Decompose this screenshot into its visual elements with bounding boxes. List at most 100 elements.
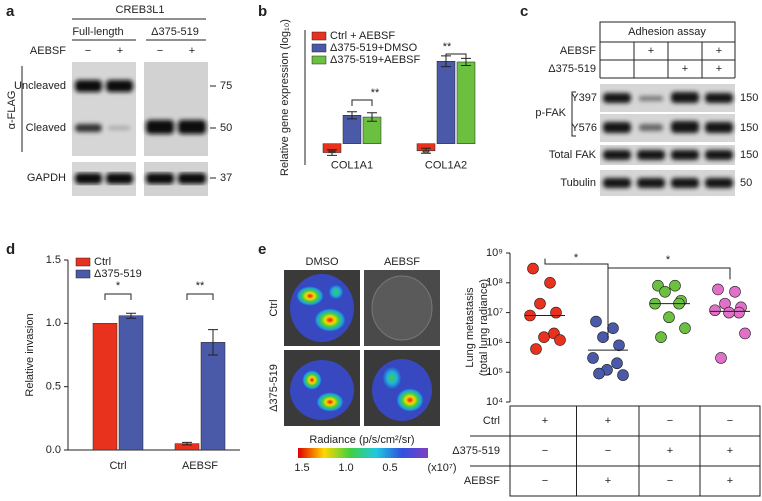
lung-signal — [290, 360, 354, 420]
condition-sign: + — [727, 475, 733, 487]
point — [733, 306, 745, 319]
band-label: Cleaved — [26, 122, 66, 134]
annotation: * — [574, 252, 579, 264]
bands — [75, 80, 206, 134]
error-bar — [367, 112, 377, 122]
condition-sign: − — [542, 475, 548, 487]
annotation: ** — [443, 41, 452, 53]
legend-swatch — [75, 257, 91, 267]
panel-a: CREB3L1 Full-length Δ375-519 AEBSF − + −… — [6, 4, 232, 196]
x-tick-label: AEBSF — [182, 460, 218, 472]
y-tick-label: 10⁵ — [486, 366, 503, 378]
point — [544, 276, 556, 289]
significance-bracket — [607, 267, 731, 340]
panel-label: d — [6, 241, 15, 258]
row-label: Δ375-519 — [452, 445, 500, 457]
y-axis-label: (total lung radiance) — [478, 279, 490, 376]
group-label: Δ375-519 — [151, 26, 199, 38]
legend-swatch — [75, 269, 91, 279]
point — [617, 369, 629, 381]
bar — [456, 61, 476, 144]
y-tick-label: 10⁶ — [486, 336, 503, 348]
point — [729, 285, 741, 298]
point — [655, 331, 667, 343]
panel-label: c — [520, 3, 528, 20]
marker-label: 50 — [740, 177, 752, 189]
y-tick-label: 10⁴ — [486, 396, 503, 408]
y-axis-label: Lung metastasis — [464, 287, 476, 368]
condition-sign: + — [605, 475, 611, 487]
point — [607, 322, 619, 334]
lane-sign: + — [189, 45, 195, 57]
point — [709, 304, 721, 317]
lung-signal — [290, 274, 354, 342]
lung-signal — [314, 308, 346, 332]
condition-sign: − — [667, 415, 673, 427]
band-label: Y397 — [571, 92, 597, 104]
x-tick-label: COL1A1 — [331, 160, 373, 172]
marker-label: 150 — [740, 92, 758, 104]
y-tick-label: 10⁸ — [486, 277, 503, 289]
colorbar-unit: (x10⁷) — [427, 462, 456, 474]
y-axis-label: Relative invasion — [24, 313, 36, 396]
band-label: Y576 — [571, 122, 597, 134]
bracket — [571, 91, 576, 137]
point — [663, 311, 675, 324]
point — [739, 327, 751, 340]
condition-table — [509, 405, 761, 497]
colorbar — [298, 448, 428, 458]
y-tick-label: 0.0 — [46, 444, 61, 456]
point — [530, 343, 542, 355]
condition-sign: + — [727, 445, 733, 457]
blot-title: Adhesion assay — [628, 26, 706, 38]
point — [550, 306, 562, 319]
marker-label: 150 — [740, 149, 758, 161]
lane-sign: − — [157, 45, 163, 57]
point — [712, 283, 724, 296]
panel-label: a — [6, 3, 15, 20]
blot — [600, 145, 735, 165]
band-label: GAPDH — [27, 172, 66, 184]
annotation: * — [666, 254, 671, 266]
condition-sign: − — [542, 445, 548, 457]
band-label: Uncleaved — [14, 80, 66, 92]
colorbar-tick: 1.5 — [294, 462, 309, 474]
condition-sign: − — [605, 445, 611, 457]
bar — [200, 342, 226, 451]
annotation: ** — [422, 148, 431, 160]
point — [613, 339, 625, 352]
lane-sign: + — [648, 45, 654, 57]
point — [554, 334, 566, 346]
point — [538, 331, 550, 343]
point — [659, 285, 671, 298]
treatment-label: AEBSF — [30, 45, 66, 57]
lane-sign: + — [716, 63, 722, 75]
point — [597, 331, 609, 343]
colorbar-tick: 0.5 — [382, 462, 397, 474]
condition-sign: + — [605, 415, 611, 427]
row-label: AEBSF — [560, 45, 596, 57]
error-bar — [208, 329, 218, 356]
panel-label: e — [258, 241, 266, 258]
error-bar — [347, 111, 357, 120]
row-label: Δ375-519 — [268, 364, 280, 412]
band-label: Total FAK — [549, 149, 597, 161]
lung-signal — [382, 366, 402, 390]
point — [593, 367, 605, 380]
lung-signal — [328, 284, 344, 300]
annotation: ** — [371, 87, 380, 99]
y-tick-label: 1.5 — [46, 254, 61, 266]
significance-bracket — [445, 53, 467, 60]
error-bar — [126, 312, 136, 319]
legend-swatch — [311, 43, 327, 53]
condition-grid — [599, 42, 736, 79]
error-bar — [182, 441, 192, 446]
condition-sign: + — [667, 445, 673, 457]
point — [723, 306, 735, 319]
marker-label: 50 — [220, 122, 232, 134]
lane-sign: − — [85, 45, 91, 57]
panel-e-images: DMSO AEBSF Ctrl Δ375-519 Radiance (p/s/c… — [268, 256, 457, 474]
bar — [92, 323, 118, 451]
group-label: Full-length — [72, 26, 123, 38]
